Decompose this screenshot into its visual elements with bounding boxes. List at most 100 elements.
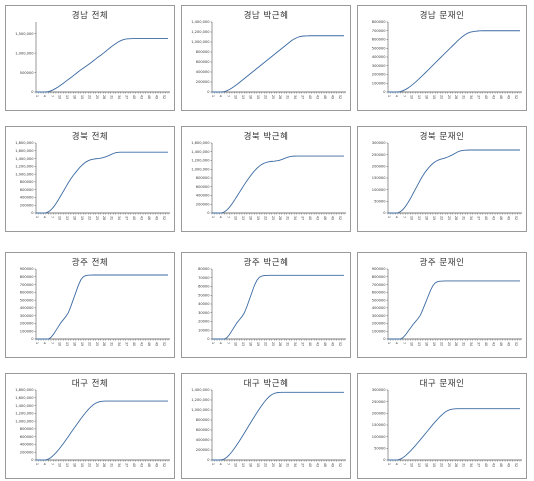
x-tick-label: 31 [462, 342, 466, 346]
y-tick-label: 200000 [196, 448, 210, 452]
y-tick-label: 200000 [372, 412, 386, 416]
x-tick-label: 40 [484, 342, 488, 346]
y-tick-label: 100000 [372, 435, 386, 439]
x-tick-label: 31 [110, 216, 114, 220]
y-tick-label: 250000 [372, 400, 386, 404]
x-tick-label: 46 [147, 216, 151, 220]
x-tick-label: 13 [241, 95, 245, 99]
x-tick-label: 25 [95, 216, 99, 220]
y-tick-label: 0 [383, 90, 386, 94]
series-line [36, 400, 168, 461]
y-tick-label: 50000 [374, 200, 386, 204]
y-tick-label: 1,000,000 [191, 40, 210, 44]
x-tick-label: 1 [387, 216, 391, 218]
chart-title: 대구 박근혜 [243, 379, 289, 389]
series-line [212, 155, 344, 214]
chart-svg: 0 10000 20000 30000 40000 50000 60000 70000 8000… [198, 267, 346, 346]
x-tick-label: 31 [110, 342, 114, 346]
x-tick-label: 31 [286, 95, 290, 99]
x-tick-label: 19 [80, 95, 84, 99]
x-tick-label: 22 [439, 216, 443, 220]
y-tick-label: 700000 [372, 283, 386, 287]
chart-svg: 0 100000 200000 300000 400000 500000 600000 700… [20, 267, 170, 346]
y-tick-label: 600000 [196, 428, 210, 432]
x-tick-label: 25 [447, 216, 451, 220]
x-tick-label: 22 [439, 342, 443, 346]
x-tick-label: 16 [72, 95, 76, 99]
x-tick-label: 31 [462, 463, 466, 467]
x-tick-label: 46 [147, 463, 151, 467]
x-tick-label: 49 [155, 216, 159, 220]
y-tick-label: 30000 [198, 311, 210, 315]
x-tick-label: 16 [248, 216, 252, 220]
x-tick-label: 13 [417, 342, 421, 346]
x-tick-label: 49 [155, 463, 159, 467]
x-tick-label: 34 [293, 463, 297, 467]
y-tick-label: 0 [207, 458, 210, 462]
x-tick-label: 34 [469, 463, 473, 467]
x-tick-label: 46 [499, 463, 503, 467]
x-tick-label: 52 [338, 216, 342, 220]
y-tick-label: 20000 [198, 320, 210, 324]
x-tick-label: 52 [162, 342, 166, 346]
y-tick-label: 100000 [372, 188, 386, 192]
y-tick-label: 400000 [196, 70, 210, 74]
x-tick-label: 10 [233, 342, 237, 346]
y-tick-label: 300000 [20, 314, 34, 318]
series-line [36, 274, 168, 340]
x-tick-label: 31 [462, 95, 466, 99]
series-line [388, 30, 520, 93]
y-tick-label: 1,400,000 [191, 20, 210, 24]
x-tick-label: 16 [72, 342, 76, 346]
x-tick-label: 40 [132, 95, 136, 99]
x-tick-label: 7 [50, 216, 54, 218]
chart-svg: 0 100000 200000 300000 400000 500000 600000 700… [372, 267, 522, 346]
x-tick-label: 7 [402, 463, 406, 465]
y-tick-label: 1,200,000 [15, 412, 34, 416]
x-tick-label: 31 [286, 463, 290, 467]
y-tick-label: 0 [31, 337, 34, 341]
x-tick-label: 22 [439, 463, 443, 467]
y-tick-label: 1,200,000 [191, 30, 210, 34]
chart-panel: 0 50000 100000 150000 200000 250000 300000 1 4 7 1… [357, 373, 527, 479]
y-tick-label: 300000 [372, 64, 386, 68]
x-tick-label: 4 [42, 95, 46, 97]
x-tick-label: 22 [87, 95, 91, 99]
y-tick-label: 1,000,000 [191, 408, 210, 412]
y-tick-label: 400000 [20, 443, 34, 447]
chart-panel: 0 50000 100000 150000 200000 250000 300000 1 4 7 1… [357, 126, 527, 232]
y-tick-label: 600000 [372, 38, 386, 42]
x-tick-label: 25 [95, 342, 99, 346]
x-tick-label: 37 [477, 216, 481, 220]
x-tick-label: 19 [256, 463, 260, 467]
y-tick-label: 800000 [196, 176, 210, 180]
chart-svg: 0 200000 400000 600000 800000 1,000,000 1,200,… [15, 388, 170, 467]
x-tick-label: 13 [241, 463, 245, 467]
x-tick-label: 7 [50, 463, 54, 465]
x-tick-label: 1 [35, 342, 39, 344]
series-line [212, 274, 344, 340]
x-tick-label: 46 [499, 216, 503, 220]
chart-svg: 0 200000 400000 600000 800000 1,000,000 1,200,… [191, 20, 346, 99]
series-line [36, 38, 168, 93]
x-tick-label: 7 [402, 216, 406, 218]
x-tick-label: 10 [409, 95, 413, 99]
x-tick-label: 40 [308, 216, 312, 220]
chart-title: 경남 전체 [71, 11, 109, 21]
x-tick-label: 22 [87, 342, 91, 346]
y-tick-label: 40000 [198, 302, 210, 306]
x-tick-label: 19 [256, 342, 260, 346]
x-tick-label: 25 [271, 342, 275, 346]
x-tick-label: 28 [278, 216, 282, 220]
chart-panel: 0 100000 200000 300000 400000 500000 600000 700… [357, 5, 527, 111]
x-tick-label: 1 [211, 463, 215, 465]
x-tick-label: 28 [454, 463, 458, 467]
x-tick-label: 25 [271, 463, 275, 467]
y-tick-label: 0 [207, 337, 210, 341]
x-tick-label: 19 [432, 216, 436, 220]
x-tick-label: 10 [57, 216, 61, 220]
x-tick-label: 13 [417, 463, 421, 467]
y-tick-label: 800000 [196, 50, 210, 54]
